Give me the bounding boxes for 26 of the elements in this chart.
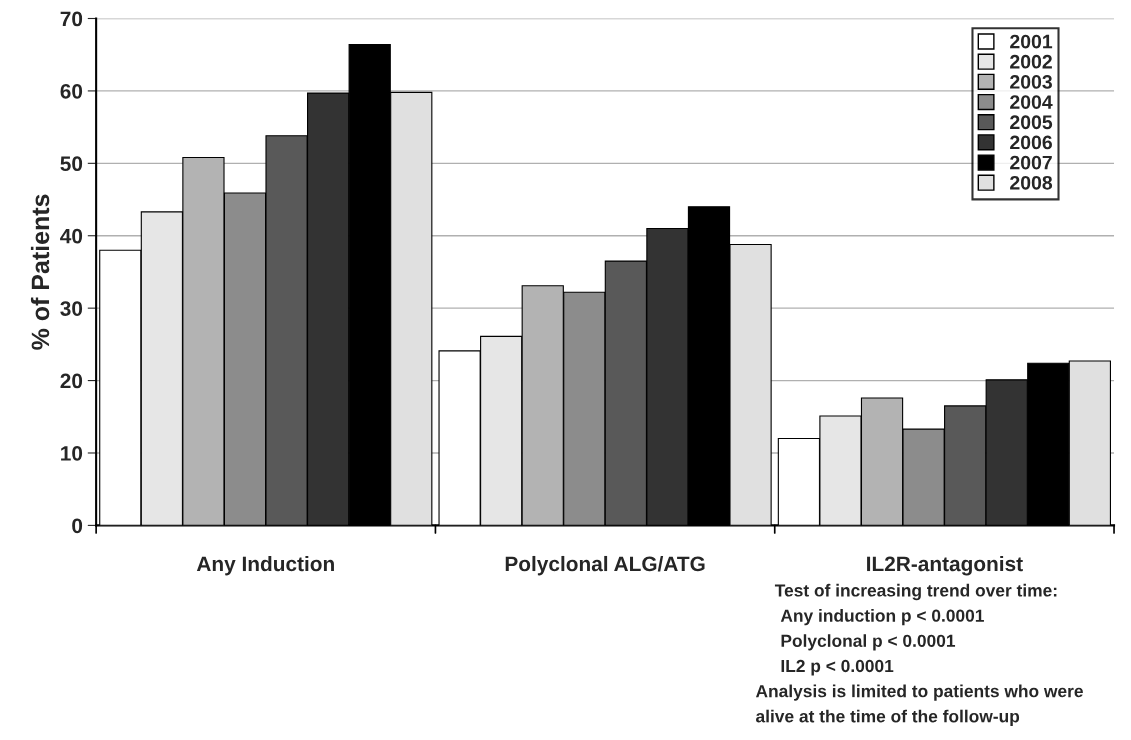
- y-tick-label: 20: [60, 373, 83, 389]
- y-axis-title: % of Patients: [30, 194, 50, 350]
- y-tick-label: 50: [60, 156, 83, 172]
- legend-label: 2003: [1010, 75, 1052, 89]
- legend-label: 2007: [1010, 155, 1052, 170]
- legend-label: 2005: [1010, 115, 1053, 130]
- y-tick-label: 10: [61, 445, 83, 461]
- legend-label: 2004: [1010, 95, 1053, 109]
- text: IL2 p < 0.0001: [781, 659, 894, 676]
- x-tick-label: Polyclonal ALG/ATG: [505, 555, 705, 576]
- text: Polyclonal p < 0.0001: [781, 634, 956, 651]
- y-tick-label: 40: [60, 228, 83, 244]
- y-tick-label: 0: [72, 518, 83, 534]
- text: alive at the time of the follow-up: [756, 709, 1020, 726]
- text: Test of increasing trend over time:: [774, 583, 1057, 601]
- legend-label: 2006: [1010, 135, 1052, 150]
- x-tick-label: Any Induction: [196, 555, 334, 576]
- text: Any induction p < 0.0001: [780, 609, 984, 626]
- text: Analysis is limited to patients who were: [755, 684, 1083, 701]
- legend-label: 2008: [1010, 175, 1053, 190]
- y-tick-label: 60: [60, 83, 83, 99]
- y-tick-label: 70: [60, 11, 83, 27]
- y-tick-label: 30: [60, 301, 83, 316]
- legend-label: 2002: [1010, 54, 1052, 69]
- x-tick-label: IL2R-antagonist: [867, 555, 1023, 576]
- legend-label: 2001: [1010, 34, 1053, 49]
